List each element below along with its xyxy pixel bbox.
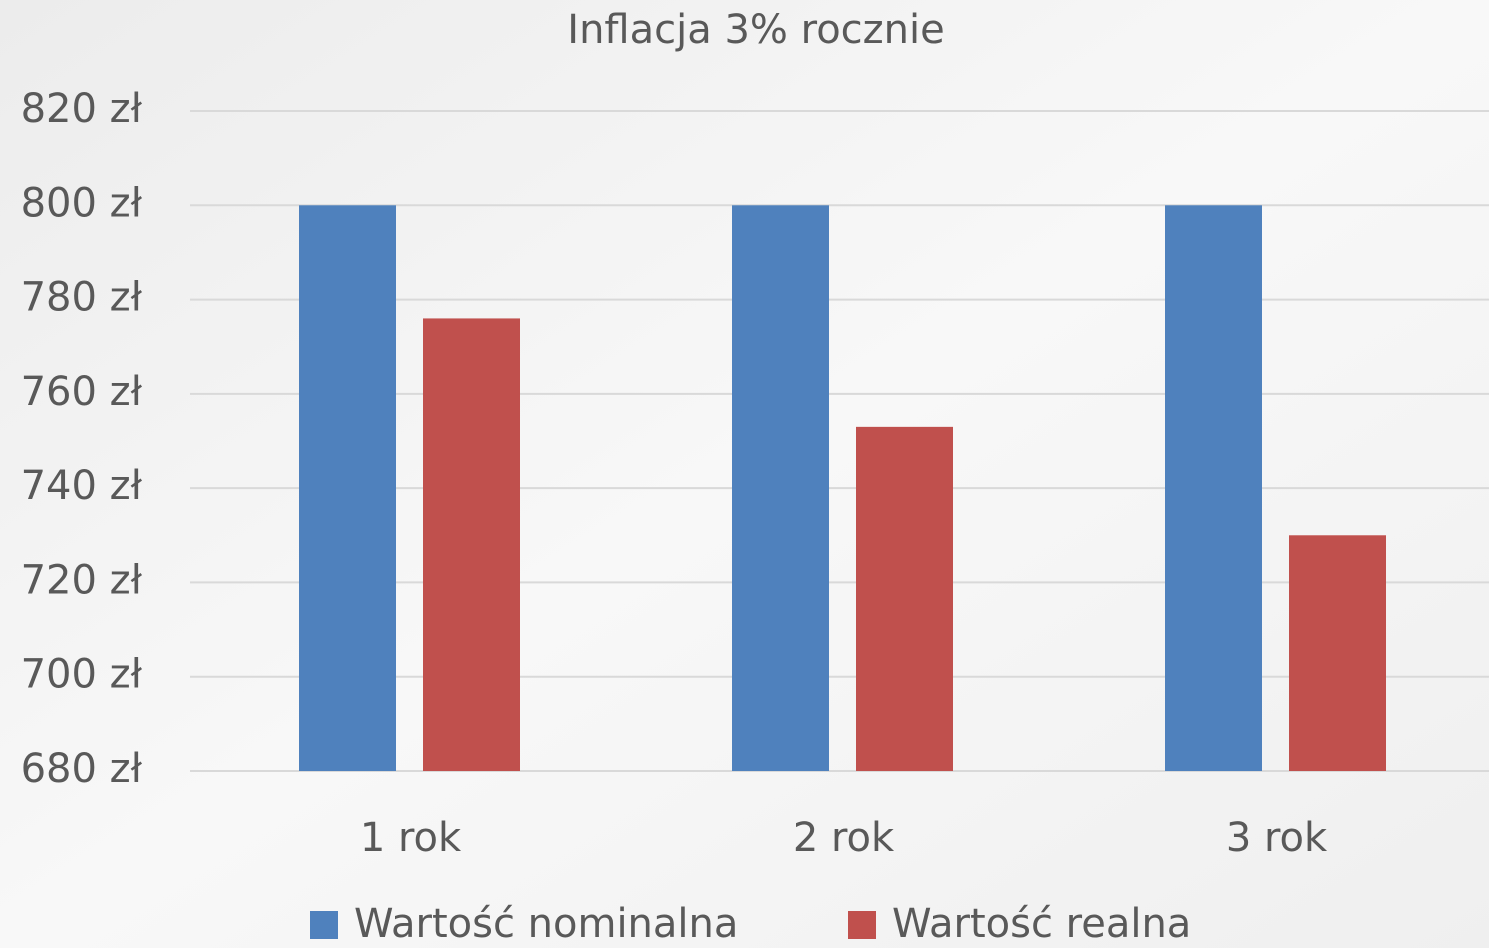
y-tick-label: 720 zł (21, 557, 143, 603)
y-tick-label: 700 zł (21, 652, 143, 698)
legend-label: Wartość nominalna (354, 901, 738, 947)
bar (1165, 205, 1262, 772)
y-tick-label: 680 zł (21, 746, 143, 792)
bar (423, 318, 520, 771)
bar (299, 205, 396, 772)
bar (1289, 535, 1386, 771)
chart-title: Inflacja 3% rocznie (567, 7, 944, 53)
y-tick-label: 760 zł (21, 369, 143, 415)
y-tick-label: 780 zł (21, 275, 143, 321)
legend-label: Wartość realna (892, 901, 1191, 947)
bar (856, 426, 953, 771)
legend-swatch (310, 911, 338, 939)
legend-swatch (848, 911, 876, 939)
x-tick-label: 3 rok (1226, 815, 1328, 861)
y-tick-label: 740 zł (21, 463, 143, 509)
y-tick-label: 800 zł (21, 180, 143, 226)
x-tick-label: 1 rok (360, 815, 462, 861)
bar (732, 205, 829, 772)
y-tick-label: 820 zł (21, 86, 143, 132)
x-tick-label: 2 rok (793, 815, 895, 861)
